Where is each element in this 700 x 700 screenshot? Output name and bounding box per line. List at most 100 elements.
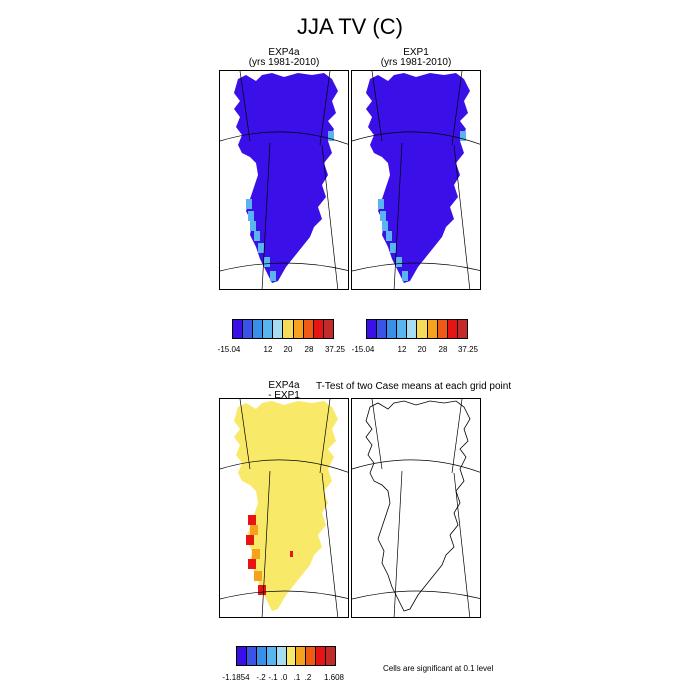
colorbar-swatch: [367, 320, 378, 338]
panel-title-diff: EXP4a - EXP1: [224, 381, 344, 401]
greenland-landmass: [234, 401, 338, 611]
colorbar-label: 28: [304, 345, 314, 354]
colorbar-label: -.1: [268, 673, 278, 682]
positive-anomaly-cell: [252, 549, 260, 559]
longitude-line: [261, 470, 271, 617]
longitude-line: [451, 71, 463, 146]
colorbar-swatch: [263, 320, 274, 338]
warm-coastal-cell: [402, 271, 408, 281]
colorbar-label: 20: [417, 345, 427, 354]
colorbar-swatch: [326, 647, 336, 665]
greenland-map-ttest: [352, 399, 480, 617]
colorbar-label: -15.04: [217, 345, 241, 354]
positive-anomaly-cell: [250, 525, 258, 535]
colorbar-label: 37.25: [324, 345, 346, 354]
colorbar-label: -.2: [256, 673, 266, 682]
colorbar-swatch: [303, 320, 314, 338]
colorbar-swatch: [256, 647, 267, 665]
colorbar-swatch: [387, 320, 398, 338]
colorbar-swatch: [417, 320, 428, 338]
colorbar-exp4a: [232, 319, 334, 339]
colorbar-diff: [236, 646, 336, 666]
map-panel-exp1: [351, 70, 481, 290]
colorbar-swatch: [447, 320, 458, 338]
colorbar-swatch: [377, 320, 388, 338]
map-panel-exp4a: [219, 70, 349, 290]
colorbar-swatch: [313, 320, 324, 338]
greenland-group: [366, 73, 470, 283]
warm-coastal-cell: [382, 221, 388, 231]
warm-coastal-cell: [380, 211, 386, 221]
warm-coastal-cell: [264, 257, 270, 267]
colorbar-swatch: [407, 320, 418, 338]
colorbar-label: 1.608: [323, 673, 345, 682]
warm-coastal-cell: [248, 211, 254, 221]
colorbar-swatch: [316, 647, 327, 665]
warm-coastal-cell: [390, 243, 396, 253]
longitude-line: [393, 470, 403, 617]
figure-title: JJA TV (C): [297, 14, 403, 39]
warm-coastal-cell: [246, 199, 252, 209]
warm-coastal-cell: [250, 221, 256, 231]
panel-title-exp4a-line2: (yrs 1981-2010): [248, 57, 320, 68]
colorbar-swatch: [306, 647, 317, 665]
longitude-line: [321, 144, 339, 289]
greenland-group: [234, 401, 338, 611]
warm-coastal-cell: [460, 131, 466, 141]
greenland-map-diff: [220, 399, 348, 617]
positive-anomaly-cell: [248, 559, 256, 569]
colorbar-swatch: [437, 320, 448, 338]
colorbar-label: -15.04: [351, 345, 375, 354]
colorbar-label: 12: [397, 345, 407, 354]
colorbar-swatch: [276, 647, 287, 665]
longitude-line: [239, 71, 251, 142]
longitude-line: [451, 399, 463, 474]
longitude-line: [453, 472, 471, 617]
warm-coastal-cell: [270, 271, 276, 281]
map-panel-ttest: [351, 398, 481, 618]
greenland-map-exp1: [352, 71, 480, 289]
colorbar-label: 12: [263, 345, 273, 354]
panel-title-exp4a-line1: EXP4a: [268, 47, 300, 58]
colorbar-swatch: [427, 320, 438, 338]
longitude-line: [371, 399, 383, 470]
longitude-line: [371, 71, 383, 142]
warm-coastal-cell: [254, 231, 260, 241]
longitude-line: [393, 142, 403, 289]
longitude-line: [239, 399, 251, 470]
colorbar-swatch: [266, 647, 277, 665]
colorbar-swatch: [293, 320, 304, 338]
warm-coastal-cell: [396, 257, 402, 267]
colorbar-swatch: [457, 320, 467, 338]
longitude-line: [319, 399, 331, 474]
warm-coastal-cell: [386, 231, 392, 241]
warm-coastal-cell: [328, 131, 334, 141]
greenland-landmass: [365, 400, 471, 612]
panel-title-exp1: EXP1 (yrs 1981-2010): [356, 48, 476, 68]
colorbar-swatch: [237, 647, 247, 665]
colorbar-swatch: [296, 647, 307, 665]
colorbar-swatch: [397, 320, 408, 338]
colorbar-label: -1.1854: [222, 673, 250, 682]
panel-title-diff-line1: EXP4a: [268, 380, 300, 391]
panel-title-exp1-line1: EXP1: [403, 47, 429, 58]
positive-anomaly-cell: [258, 585, 266, 595]
colorbar-swatch: [286, 647, 297, 665]
latitude-line: [220, 131, 348, 145]
positive-anomaly-cell: [254, 571, 262, 581]
latitude-line: [220, 459, 348, 473]
colorbar-swatch: [323, 320, 333, 338]
greenland-group: [234, 73, 338, 283]
greenland-landmass: [366, 73, 470, 283]
latitude-line: [352, 459, 480, 473]
colorbar-exp1: [366, 319, 468, 339]
latitude-line: [352, 131, 480, 145]
positive-anomaly-cell: [246, 535, 254, 545]
panel-title-exp4a: EXP4a (yrs 1981-2010): [224, 48, 344, 68]
panel-title-diff-line2: - EXP1: [268, 390, 300, 401]
greenland-group: [365, 400, 471, 612]
significance-note: Cells are significant at 0.1 level: [383, 664, 494, 673]
colorbar-swatch: [243, 320, 254, 338]
greenland-map-exp4a: [220, 71, 348, 289]
colorbar-swatch: [273, 320, 284, 338]
